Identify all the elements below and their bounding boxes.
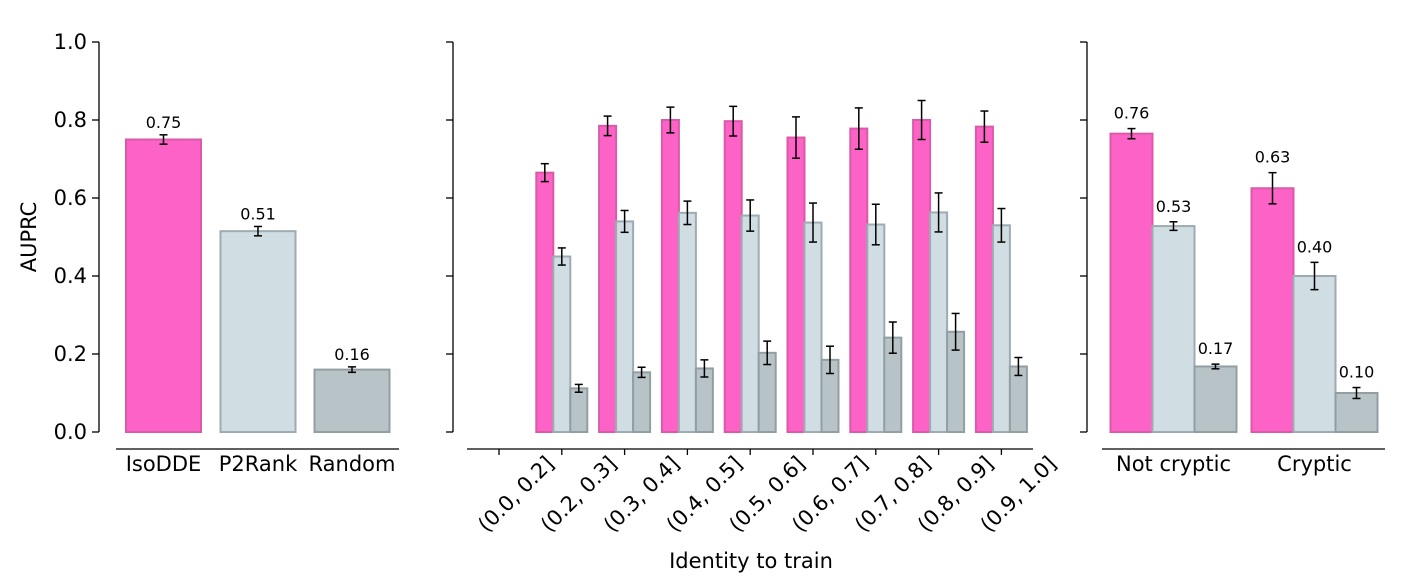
bar-random-7-error-bar [951, 312, 960, 351]
bar-isodde-2-error-bar [603, 115, 612, 137]
bar-random-4-error-bar [763, 340, 772, 366]
bar-p2rank-1 [1292, 275, 1337, 433]
bar-p2rank-2-error-bar [620, 209, 629, 234]
value-label: 0.76 [1114, 104, 1150, 123]
bar-isodde-1 [535, 171, 555, 433]
bar-isodde-3 [660, 119, 680, 433]
value-label: 0.17 [1198, 339, 1234, 358]
bar-p2rank-5-error-bar [809, 202, 817, 243]
bar-random-5-error-bar [826, 345, 834, 375]
bar-p2rank-6 [866, 223, 886, 433]
panel-overall: 0.0 0.2 0.4 0.6 0.8 1.0 0.75 IsoDDE 0.51 P2Rank 0.… [54, 30, 399, 476]
bar-p2rank-4 [740, 214, 760, 433]
x-tick-label: Random [309, 452, 396, 476]
bar-p2rank-4-error-bar [746, 199, 755, 232]
bar-isodde-6 [849, 127, 869, 434]
bar-isodde-2 [598, 124, 618, 433]
bar-random-1-error-bar [574, 383, 583, 393]
bar-isodde-8-error-bar [980, 110, 989, 143]
bar-isodde-8 [974, 125, 994, 433]
value-label: 0.40 [1297, 237, 1333, 256]
bar-isodde-6-error-bar [854, 107, 863, 150]
value-label: 0.16 [334, 345, 370, 364]
bar-isodde-3-error-bar [666, 106, 675, 134]
y-tick-label: 0.6 [54, 186, 87, 210]
y-tick-label: 1.0 [54, 30, 87, 54]
bar-p2rank-5 [803, 221, 823, 433]
panel-cryptic: 0.76 0.53 0.17 Not cryptic 0.63 0.40 0.10 Crypt… [1080, 41, 1385, 476]
bar-p2rank-1 [552, 255, 572, 433]
bar-p2rank-1-error-bar [557, 247, 566, 266]
bar-random-2-error-bar [637, 366, 646, 379]
bar-p2rank-2 [615, 220, 635, 433]
value-label: 0.63 [1255, 148, 1291, 167]
bar-p2rank-6-error-bar [871, 203, 880, 246]
bar-isodde-1 [1250, 187, 1295, 433]
y-tick-label: 0.2 [54, 342, 87, 366]
bar-random-1 [569, 387, 589, 434]
bar-random-1-error-bar [1352, 386, 1361, 400]
bar-isodde-4-error-bar [729, 105, 738, 137]
y-tick-label: 0.0 [54, 420, 87, 444]
bar-isodde-0 [1109, 132, 1154, 433]
bar-p2rank-7 [929, 211, 949, 433]
bar-p2rank-3-error-bar [683, 200, 692, 226]
bar-p2rank-8 [991, 224, 1011, 433]
bar-p2rank-0 [1151, 225, 1196, 433]
bar-isodde-1-error-bar [1268, 171, 1277, 205]
bar-p2rank-1-error-bar [1310, 261, 1319, 291]
bar-random-6-error-bar [888, 321, 897, 354]
bar-isodde-7-error-bar [917, 99, 926, 141]
bar-random-8-error-bar [1014, 356, 1023, 377]
bar-isodde-error-bar [159, 134, 168, 145]
bar-isodde-1-error-bar [540, 162, 549, 183]
bar-p2rank-error-bar [254, 225, 262, 237]
value-label: 0.10 [1339, 363, 1375, 382]
y-tick-label: 0.8 [54, 108, 87, 132]
bar-random-3 [694, 367, 714, 433]
value-label: 0.51 [240, 204, 276, 223]
bar-isodde-0-error-bar [1127, 127, 1136, 140]
x-axis-label: Identity to train [669, 549, 833, 573]
y-axis-label: AUPRC [17, 202, 41, 273]
bar-random-1 [1334, 392, 1379, 433]
x-tick-label: Not cryptic [1116, 452, 1231, 476]
bar-p2rank-3 [677, 211, 697, 433]
bar-isodde-7 [912, 119, 932, 433]
bar-random-8 [1008, 365, 1028, 434]
y-tick-label: 0.4 [54, 264, 87, 288]
bar-p2rank-0-error-bar [1169, 221, 1178, 232]
x-tick-label: P2Rank [219, 452, 298, 476]
bar-random-0-error-bar [1211, 363, 1220, 370]
bar-p2rank [219, 230, 297, 433]
panel-identity: (0.0, 0.2](0.2, 0.3](0.3, 0.4](0.4, 0.5]… [446, 41, 1061, 537]
bar-isodde-5-error-bar [792, 116, 800, 159]
bar-isodde-5 [786, 136, 806, 434]
bar-random-2 [632, 371, 652, 433]
value-label: 0.53 [1156, 197, 1192, 216]
bar-random-0 [1193, 365, 1238, 434]
bar-p2rank-8-error-bar [997, 207, 1006, 243]
bar-random-error-bar [348, 366, 356, 374]
bar-isodde-4 [723, 120, 743, 433]
bar-random-3-error-bar [700, 359, 709, 378]
x-tick-label: Cryptic [1277, 452, 1352, 476]
bar-random [313, 368, 391, 434]
bar-isodde [125, 138, 202, 433]
bar-p2rank-7-error-bar [934, 192, 943, 233]
x-tick-label: IsoDDE [126, 452, 202, 476]
value-label: 0.75 [146, 113, 182, 132]
